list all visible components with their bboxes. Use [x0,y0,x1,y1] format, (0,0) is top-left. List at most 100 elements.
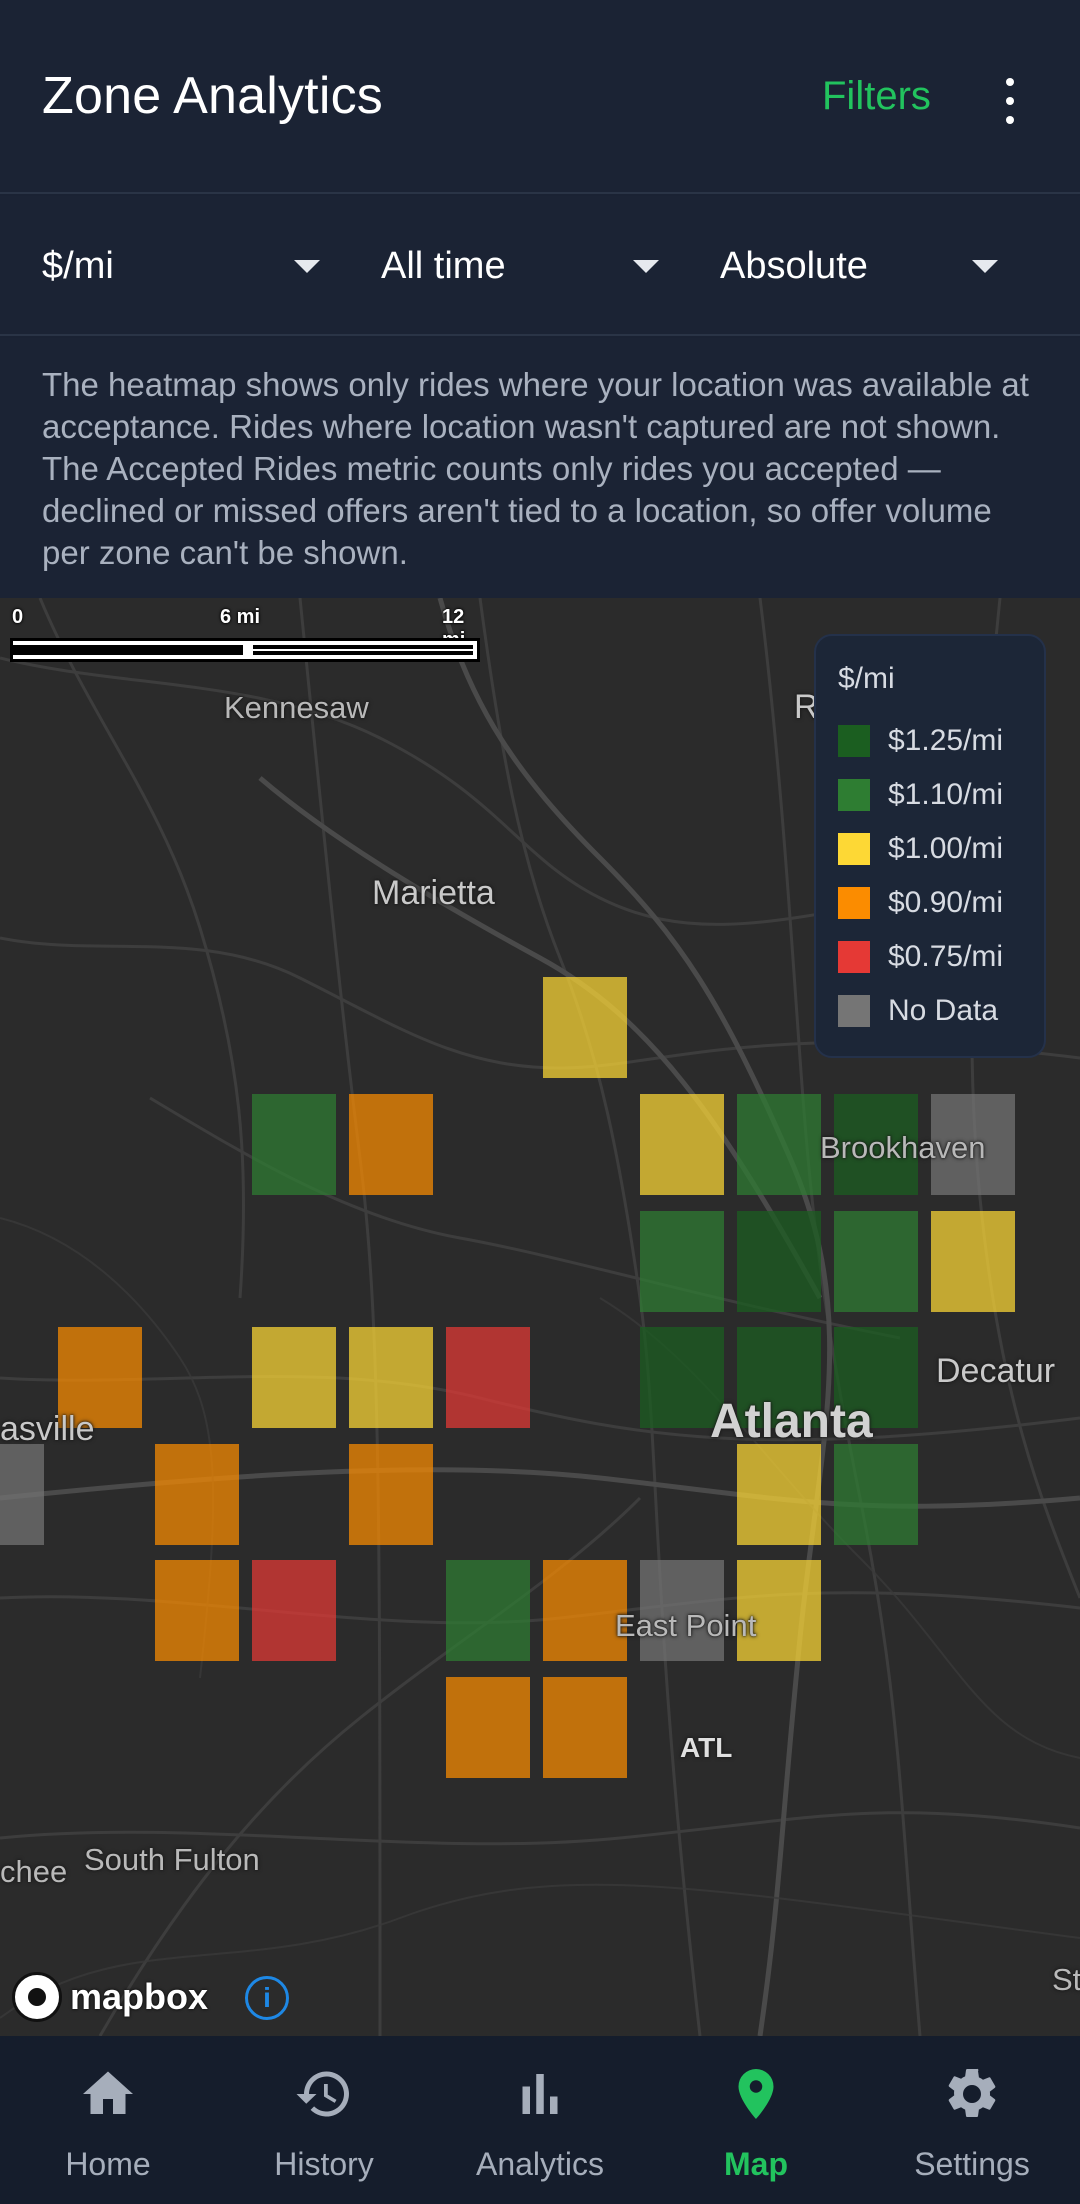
bar-chart-icon [522,2074,558,2114]
legend-label: $1.00/mi [888,832,1004,865]
zone-cell[interactable] [931,1211,1015,1312]
zone-cell[interactable] [155,1444,239,1545]
period-dropdown-value: All time [381,244,506,287]
zone-cell[interactable] [252,1094,336,1195]
place-label-douglasville: asville [0,1410,95,1448]
place-label-east-point: East Point [615,1608,757,1643]
zone-cell[interactable] [543,977,627,1078]
period-dropdown[interactable]: All time [381,196,671,336]
zone-cell[interactable] [834,1094,918,1195]
zone-cell[interactable] [640,1094,724,1195]
legend-item: $0.90/mi [838,876,1044,930]
legend-swatch [838,725,870,757]
zone-cell[interactable] [737,1327,821,1428]
zone-cell[interactable] [349,1444,433,1545]
nav-item-label: Map [724,2146,788,2182]
info-panel: The heatmap shows only rides where your … [0,338,1080,598]
zone-cell[interactable] [834,1211,918,1312]
legend-item: $1.10/mi [838,768,1044,822]
legend-item: $1.00/mi [838,822,1044,876]
nav-item-analytics[interactable]: Analytics [432,2036,648,2204]
zone-cell[interactable] [543,1677,627,1778]
zone-cell[interactable] [834,1327,918,1428]
history-icon [296,2071,349,2117]
zone-cell[interactable] [58,1327,142,1428]
info-text: The heatmap shows only rides where your … [42,366,1029,571]
legend-item: No Data [838,984,1044,1038]
nav-item-settings[interactable]: Settings [864,2036,1080,2204]
scale-bar-graphic [10,638,480,662]
zone-cell[interactable] [737,1444,821,1545]
legend-label: No Data [888,994,999,1027]
zone-cell[interactable] [446,1327,530,1428]
zone-cell[interactable] [834,1444,918,1545]
zone-cell[interactable] [737,1211,821,1312]
legend-swatch [838,833,870,865]
metric-dropdown[interactable]: $/mi [42,196,332,336]
nav-item-label: Analytics [475,2146,605,2182]
bottom-nav: Home History Analytics Map [0,2036,1080,2204]
zone-cell[interactable] [737,1094,821,1195]
legend-swatch [838,995,870,1027]
more-options-icon[interactable] [990,78,1030,124]
zone-cell[interactable] [252,1560,336,1661]
mode-dropdown-value: Absolute [720,244,868,287]
zone-cell[interactable] [640,1211,724,1312]
zone-cell[interactable] [349,1327,433,1428]
metric-dropdown-value: $/mi [42,244,114,287]
legend-label: $0.90/mi [888,886,1004,919]
mapbox-wordmark: mapbox [70,1976,209,2017]
chevron-down-icon [972,260,998,273]
place-label-chee: chee [0,1854,68,1889]
mode-dropdown[interactable]: Absolute [720,196,1010,336]
filters-button[interactable]: Filters [822,74,931,118]
attribution-info-icon[interactable]: i [245,1976,289,2020]
zone-cell[interactable] [931,1094,1015,1195]
legend-swatch [838,887,870,919]
nav-item-label: Home [65,2146,151,2182]
nav-item-label: History [274,2146,374,2182]
map-pin-icon [738,2069,774,2119]
zone-cell[interactable] [640,1560,724,1661]
heatmap-map[interactable]: Kennesaw Marietta Brookhaven Decatur Atl… [0,598,1080,2036]
legend-label: $1.25/mi [888,724,1004,757]
place-label-decatur: Decatur [936,1352,1056,1390]
zone-cell[interactable] [155,1560,239,1661]
place-label-brookhaven: Brookhaven [820,1130,986,1165]
place-label-kennesaw: Kennesaw [224,690,369,725]
scale-tick-0: 0 [12,606,24,628]
legend: $/mi $1.25/mi $1.10/mi $1.00/mi $0.90/mi… [814,634,1046,1058]
nav-item-history[interactable]: History [216,2036,432,2204]
app-bar: Zone Analytics Filters [0,0,1080,194]
chevron-down-icon [294,260,320,273]
scale-bar: 0 6 mi 12 mi [10,606,490,666]
zone-cell[interactable] [737,1560,821,1661]
zone-cell[interactable] [446,1677,530,1778]
gear-icon [948,2068,996,2117]
legend-label: $0.75/mi [888,940,1004,973]
zone-cell[interactable] [0,1444,44,1545]
zone-cell[interactable] [640,1327,724,1428]
mapbox-logo[interactable]: mapbox [12,1972,208,2022]
place-label-atlanta: Atlanta [710,1395,873,1448]
legend-item: $1.25/mi [838,714,1044,768]
zone-cell[interactable] [446,1560,530,1661]
nav-item-map[interactable]: Map [648,2036,864,2204]
legend-label: $1.10/mi [888,778,1004,811]
mapbox-logo-icon [12,1972,62,2022]
zone-cell[interactable] [543,1560,627,1661]
legend-swatch [838,779,870,811]
scale-tick-6: 6 mi [220,606,261,628]
selector-row: $/mi All time Absolute [0,196,1080,336]
place-label-atl: ATL [680,1732,733,1763]
legend-title: $/mi [838,662,895,695]
zone-cell[interactable] [252,1327,336,1428]
nav-item-label: Settings [914,2146,1030,2182]
nav-item-home[interactable]: Home [0,2036,216,2204]
zone-cell[interactable] [349,1094,433,1195]
home-icon [83,2071,133,2114]
place-label-edge-st: St [1052,1962,1080,1997]
page-title: Zone Analytics [42,67,383,125]
chevron-down-icon [633,260,659,273]
